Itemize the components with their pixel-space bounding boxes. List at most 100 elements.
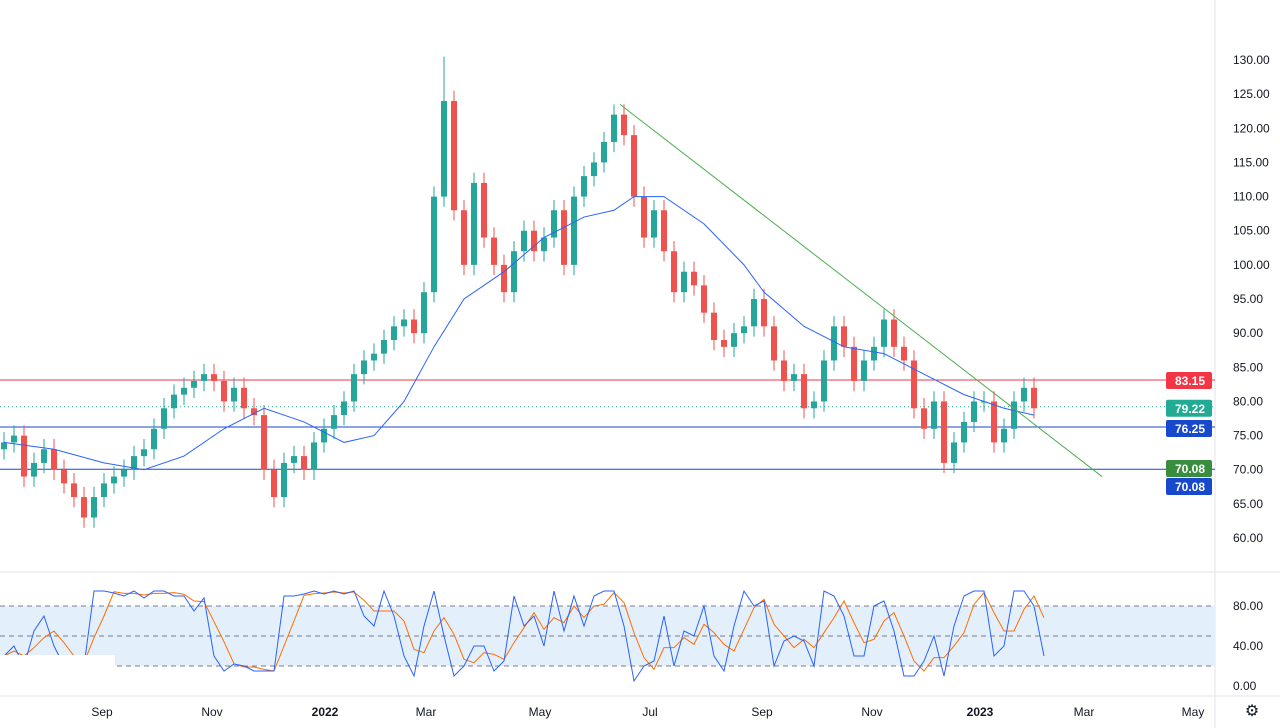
candle-body (821, 360, 827, 402)
price-badge: 79.22 (1166, 399, 1212, 417)
candle-body (551, 210, 557, 238)
candle-body (71, 483, 77, 498)
candle-body (991, 401, 997, 443)
candle-body (391, 326, 397, 340)
candle-body (811, 401, 817, 409)
stochastic-tick-label: 0.00 (1233, 679, 1257, 693)
candle-body (1021, 387, 1027, 402)
candle-body (501, 264, 507, 293)
candle-body (641, 196, 647, 238)
candle-body (481, 182, 487, 238)
candle-body (951, 442, 957, 463)
time-tick-label: 2023 (967, 705, 994, 719)
candle-body (171, 394, 177, 409)
price-badge: 83.15 (1166, 371, 1212, 389)
candle-body (131, 456, 137, 470)
price-badge: 70.08 (1166, 460, 1212, 477)
candle-body (791, 374, 797, 381)
candle-body (941, 401, 947, 463)
time-tick-label: Sep (751, 705, 773, 719)
candle-body (591, 162, 597, 177)
price-tick-label: 95.00 (1233, 292, 1263, 306)
candle-body (91, 497, 97, 518)
candle-body (741, 326, 747, 334)
candle-body (801, 374, 807, 409)
candle-body (231, 387, 237, 402)
candle-body (671, 251, 677, 293)
candle-body (691, 271, 697, 286)
candle-body (761, 299, 767, 327)
candle-body (601, 141, 607, 163)
candle-body (211, 374, 217, 381)
candle-body (681, 271, 687, 293)
trendline (619, 103, 1103, 477)
candle-body (571, 196, 577, 265)
time-tick-label: Mar (1074, 705, 1095, 719)
price-badge-bg (1166, 420, 1212, 438)
candle-body (381, 339, 387, 354)
candle-body (491, 237, 497, 265)
candle-body (421, 292, 427, 334)
candle-body (241, 387, 247, 409)
time-tick-label: Nov (201, 705, 222, 719)
time-tick-label: 2022 (312, 705, 339, 719)
candle-body (661, 210, 667, 252)
price-tick-label: 125.00 (1233, 87, 1270, 101)
price-tick-label: 120.00 (1233, 121, 1270, 135)
candle-body (711, 312, 717, 340)
moving-average-line (3, 196, 1035, 471)
candle-body (61, 469, 67, 484)
candle-body (461, 210, 467, 265)
price-tick-label: 70.00 (1233, 463, 1263, 477)
candle-body (451, 100, 457, 211)
candle-body (1001, 428, 1007, 443)
candle-body (561, 210, 567, 265)
candle-body (201, 374, 207, 381)
candle-body (931, 401, 937, 429)
candle-body (1011, 401, 1017, 429)
candle-body (191, 380, 197, 388)
overlay-blank (0, 655, 115, 695)
candle-body (371, 353, 377, 361)
price-tick-label: 85.00 (1233, 360, 1263, 374)
candle-body (901, 346, 907, 361)
candle-body (411, 319, 417, 334)
price-badge-label: 70.08 (1175, 462, 1205, 476)
time-tick-label: Nov (861, 705, 882, 719)
candle-body (911, 360, 917, 409)
price-tick-label: 90.00 (1233, 326, 1263, 340)
candle-body (121, 469, 127, 477)
gear-icon[interactable]: ⚙ (1244, 703, 1260, 720)
time-tick-label: Mar (416, 705, 437, 719)
candle-body (701, 285, 707, 313)
price-badge-label: 83.15 (1175, 374, 1205, 388)
candle-body (261, 415, 267, 470)
stochastic-tick-label: 80.00 (1233, 599, 1263, 613)
stochastic-d-line (3, 591, 1045, 672)
candle-body (321, 428, 327, 443)
price-badge-label: 70.08 (1175, 480, 1205, 494)
candle-body (971, 401, 977, 422)
candle-body (961, 421, 967, 443)
price-badge-bg (1166, 371, 1212, 389)
price-badge-label: 76.25 (1175, 422, 1205, 436)
candle-body (221, 380, 227, 402)
candle-body (101, 483, 107, 498)
price-badge-bg (1166, 399, 1212, 417)
price-tick-label: 100.00 (1233, 258, 1270, 272)
price-tick-label: 115.00 (1233, 155, 1269, 169)
stochastic-tick-label: 40.00 (1233, 639, 1263, 653)
candle-body (531, 230, 537, 252)
price-tick-label: 110.00 (1233, 190, 1269, 204)
candles (1, 56, 1037, 528)
candle-body (921, 408, 927, 429)
candle-body (631, 135, 637, 197)
candle-body (841, 326, 847, 347)
stochastic-k-line (3, 589, 1045, 683)
price-tick-label: 60.00 (1233, 531, 1263, 545)
time-tick-label: May (529, 705, 552, 719)
candle-body (651, 210, 657, 238)
candle-body (431, 196, 437, 293)
candle-body (1031, 387, 1037, 409)
